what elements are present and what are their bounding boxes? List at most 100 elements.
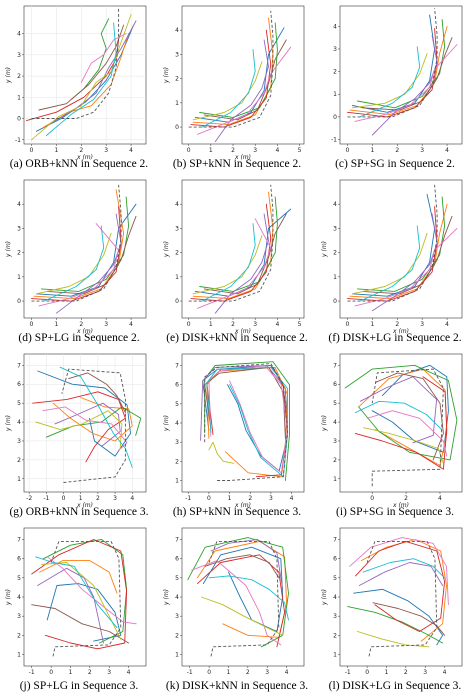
- trajectory-plot-10: -1 0 1 2 3 4 1 2 3 4 5 6 7 y (m) (j) SP+LG in Sequence…: [0, 522, 158, 695]
- trajectory-line: [33, 189, 125, 300]
- trajectory-line: [201, 49, 256, 128]
- trajectory-line: [46, 583, 122, 642]
- x-tick-label: 1: [79, 495, 83, 502]
- x-tick-label: 5: [298, 321, 302, 328]
- y-tick-label: 7: [175, 363, 179, 370]
- trajectory-line: [55, 213, 122, 314]
- y-axis-label: y (m): [163, 589, 170, 606]
- y-tick-label: 3: [333, 438, 337, 445]
- x-tick-label: 1: [228, 495, 232, 502]
- trajectory-line: [208, 575, 289, 621]
- plot-frame: [181, 527, 305, 667]
- y-tick-label: 0: [17, 116, 21, 123]
- y-axis-label: y (m): [163, 67, 170, 84]
- trajectory-line: [192, 61, 263, 121]
- trajectory-line: [197, 554, 286, 648]
- y-tick-label: 6: [175, 382, 179, 389]
- trajectory-line: [349, 25, 448, 116]
- subfigure-caption: (b) SP+kNN in Sequence 2.: [172, 158, 302, 170]
- trajectory-line: [355, 540, 446, 632]
- ground-truth-line: [366, 540, 438, 657]
- y-tick-label: 2: [17, 457, 21, 464]
- subfigure-caption: (e) DISK+kNN in Sequence 2.: [166, 332, 308, 344]
- x-tick-label: -1: [185, 495, 191, 502]
- y-tick-label: 1: [175, 652, 179, 659]
- y-axis-label: y (m): [163, 415, 170, 432]
- x-tick-label: 0: [62, 495, 66, 502]
- x-tick-label: 3: [269, 495, 273, 502]
- trajectory-line: [40, 196, 130, 292]
- trajectory-line: [358, 562, 444, 586]
- y-tick-label: -1: [331, 136, 337, 143]
- x-tick-label: 2: [79, 321, 83, 328]
- y-tick-label: 1: [17, 652, 21, 659]
- trajectory-line: [197, 540, 288, 638]
- subfigure-caption: (i) SP+SG in Sequence 3.: [336, 506, 454, 518]
- trajectory-line: [191, 560, 282, 646]
- x-axis-label: x (m): [76, 154, 93, 161]
- y-tick-label: 3: [17, 52, 21, 59]
- trajectory-line: [39, 560, 118, 594]
- subfigure-caption: (k) DISK+kNN in Sequence 3.: [165, 680, 309, 692]
- x-tick-label: 5: [298, 147, 302, 154]
- trajectory-plot-12: -1 0 1 2 3 4 1 2 3 4 5 6 7 y (m) (l) DISK+LG in Sequen…: [316, 522, 474, 695]
- x-tick-label: 1: [227, 669, 231, 676]
- y-tick-label: -1: [15, 137, 21, 144]
- trajectory-line: [359, 46, 421, 118]
- x-tick-label: 0: [187, 321, 191, 328]
- trajectory-line: [46, 556, 137, 625]
- y-tick-label: 1: [17, 94, 21, 101]
- y-tick-label: 0: [333, 114, 337, 121]
- x-tick-label: 2: [248, 495, 252, 502]
- y-tick-label: 6: [333, 556, 337, 563]
- y-tick-label: 2: [175, 250, 179, 257]
- x-tick-label: 3: [420, 147, 424, 154]
- y-axis-label: y (m): [321, 415, 328, 432]
- trajectory-line: [68, 372, 126, 414]
- series-group: [344, 364, 458, 487]
- plot-svg: 0 1 2 3 4 0 1 2 3 4 x (m) y (m): [321, 179, 463, 335]
- x-tick-label: 1: [54, 147, 58, 154]
- trajectory-line: [353, 588, 444, 646]
- trajectory-line: [203, 213, 287, 295]
- plot-svg: 0 1 2 3 4 -1 0 1 2 3 4: [331, 5, 463, 154]
- x-tick-label: 2: [88, 669, 92, 676]
- x-tick-label: 3: [113, 495, 117, 502]
- plot-frame: [23, 527, 147, 667]
- x-axis-label: x (m): [392, 328, 409, 335]
- y-tick-label: 4: [17, 201, 21, 208]
- y-tick-label: 4: [17, 419, 21, 426]
- trajectory-line: [35, 410, 123, 449]
- trajectory-line: [363, 427, 444, 465]
- trajectory-line: [199, 22, 278, 118]
- x-tick-label: 0: [30, 321, 34, 328]
- y-tick-label: 5: [333, 575, 337, 582]
- y-tick-label: 4: [333, 419, 337, 426]
- trajectory-line: [35, 556, 118, 629]
- y-tick-label: 3: [17, 438, 21, 445]
- trajectory-line: [37, 567, 104, 644]
- subfigure-caption: (g) ORB+kNN in Sequence 3.: [9, 506, 149, 518]
- trajectory-line: [366, 410, 448, 457]
- trajectory-line: [208, 441, 235, 464]
- x-tick-label: 2: [231, 321, 235, 328]
- subfigure-caption: (j) SP+LG in Sequence 3.: [19, 680, 139, 692]
- y-tick-label: 7: [17, 362, 21, 369]
- x-tick-label: -1: [187, 669, 193, 676]
- y-tick-label: 2: [17, 632, 21, 639]
- trajectory-line: [361, 37, 453, 111]
- x-axis-label: x (m): [234, 154, 251, 161]
- x-tick-label: 3: [265, 669, 269, 676]
- trajectory-line: [356, 19, 446, 109]
- x-tick-label: 4: [445, 321, 449, 328]
- y-tick-label: 3: [333, 613, 337, 620]
- y-tick-label: 1: [175, 274, 179, 281]
- x-tick-label: 4: [129, 147, 133, 154]
- y-tick-label: 0: [17, 298, 21, 305]
- series-group: [188, 184, 292, 314]
- x-tick-label: 2: [246, 669, 250, 676]
- series-group: [347, 537, 449, 657]
- series-group: [31, 539, 137, 657]
- y-axis-label: y (m): [5, 67, 12, 84]
- plot-svg: 0 1 2 3 4 5 0 1 2 3 4 x (m) y (m): [163, 179, 305, 335]
